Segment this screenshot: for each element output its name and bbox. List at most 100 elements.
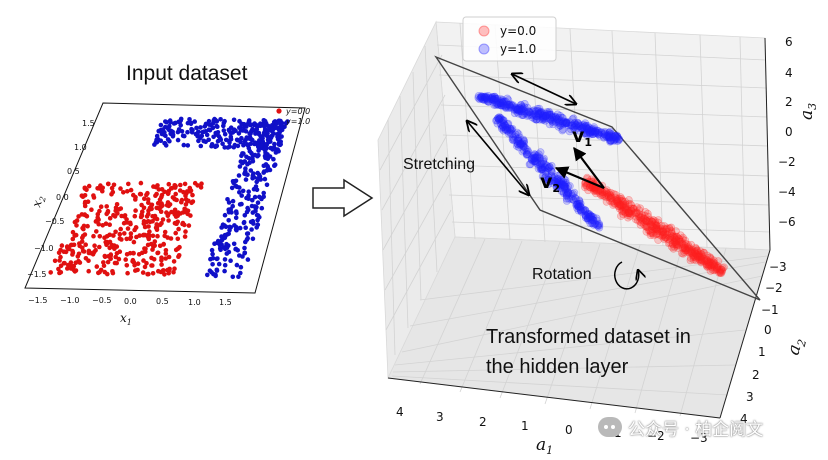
data-point: [706, 258, 715, 267]
data-point: [140, 270, 146, 275]
data-point: [548, 179, 557, 188]
data-point: [554, 179, 562, 187]
data-point: [589, 216, 598, 225]
data-point: [181, 142, 187, 148]
data-point: [546, 110, 554, 119]
data-point: [86, 268, 91, 274]
data-point: [562, 118, 571, 127]
data-point: [559, 118, 568, 127]
data-point: [621, 208, 629, 217]
data-point: [48, 270, 53, 275]
data-point: [665, 238, 674, 247]
data-point: [201, 138, 207, 144]
data-point: [583, 124, 591, 133]
data-point: [68, 242, 74, 248]
left-ytick: 1.5: [82, 119, 95, 128]
data-point: [592, 189, 600, 198]
data-point: [617, 212, 625, 220]
data-point: [588, 218, 597, 227]
data-point: [574, 200, 583, 208]
data-point: [692, 250, 701, 259]
data-point: [115, 211, 120, 216]
data-point: [474, 92, 483, 100]
data-point: [697, 258, 706, 267]
data-point: [535, 154, 544, 163]
data-point: [159, 262, 164, 267]
data-point: [560, 119, 569, 128]
data-point: [665, 224, 674, 232]
data-point: [560, 117, 568, 126]
data-point: [613, 199, 622, 207]
data-point: [604, 192, 613, 200]
data-point: [540, 162, 549, 171]
data-point: [586, 128, 594, 137]
v1-vector: [573, 146, 605, 189]
data-point: [589, 216, 597, 224]
data-point: [649, 231, 658, 240]
data-point: [626, 212, 635, 220]
data-point: [250, 126, 255, 132]
data-point: [548, 176, 557, 185]
data-point: [684, 246, 693, 255]
data-point: [490, 101, 499, 109]
data-point: [239, 121, 244, 127]
data-point: [237, 190, 242, 195]
data-point: [691, 249, 699, 258]
data-point: [233, 183, 238, 189]
data-point: [128, 187, 134, 193]
data-point: [549, 120, 557, 129]
data-point: [520, 103, 529, 112]
data-point: [521, 107, 530, 116]
data-point: [590, 219, 599, 228]
data-point: [235, 143, 241, 149]
data-point: [536, 108, 545, 117]
data-point: [716, 267, 724, 276]
data-point: [484, 97, 493, 106]
data-point: [672, 238, 681, 246]
data-point: [138, 180, 144, 186]
data-point: [227, 224, 233, 230]
data-point: [655, 227, 664, 236]
data-point: [672, 227, 680, 236]
data-point: [497, 97, 506, 106]
data-point: [648, 225, 656, 233]
a2-axis-label: a2: [784, 336, 810, 358]
data-point: [485, 95, 494, 104]
data-point: [113, 229, 118, 235]
data-point: [593, 129, 602, 138]
data-point: [713, 264, 721, 273]
data-point: [179, 197, 185, 203]
data-point: [238, 127, 244, 133]
data-point: [690, 248, 699, 256]
data-point: [542, 161, 551, 169]
data-point: [661, 233, 669, 242]
data-point: [536, 164, 545, 173]
data-point: [531, 154, 540, 163]
data-point: [176, 127, 182, 132]
data-point: [583, 124, 591, 133]
data-point: [593, 221, 602, 230]
data-point: [237, 185, 242, 190]
data-point: [587, 125, 596, 134]
data-point: [662, 225, 670, 234]
data-point: [533, 112, 542, 121]
data-point: [602, 193, 611, 202]
data-point: [244, 135, 249, 140]
right-legend-red-label: y=0.0: [500, 24, 536, 38]
data-point: [119, 213, 124, 219]
data-point: [627, 207, 636, 215]
data-point: [540, 173, 549, 182]
data-point: [248, 122, 253, 128]
data-point: [244, 209, 250, 215]
data-point: [581, 206, 590, 215]
data-point: [186, 223, 192, 228]
data-point: [132, 263, 137, 268]
data-point: [550, 114, 558, 122]
data-point: [557, 116, 565, 125]
data-point: [225, 145, 231, 150]
data-point: [659, 228, 668, 237]
data-point: [606, 127, 614, 136]
data-point: [624, 200, 633, 209]
data-point: [586, 129, 595, 138]
left-legend-red-label: y=0.0: [285, 107, 310, 116]
